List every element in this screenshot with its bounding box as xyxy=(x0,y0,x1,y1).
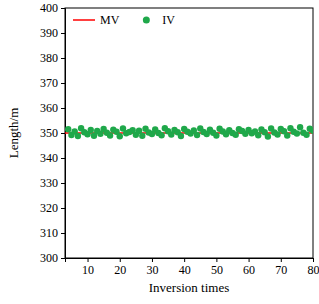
y-tick-label: 370 xyxy=(40,76,58,90)
x-tick-mark xyxy=(216,258,217,262)
iv-point xyxy=(213,132,219,138)
x-tick-label: 50 xyxy=(211,263,223,277)
iv-point xyxy=(117,133,123,139)
y-tick: 390 xyxy=(40,26,65,40)
y-tick: 300 xyxy=(40,251,65,265)
y-tick-label: 360 xyxy=(40,101,58,115)
iv-point xyxy=(297,124,303,130)
x-axis-title: Inversion times xyxy=(149,280,230,295)
x-tick-mark xyxy=(249,258,250,262)
iv-point xyxy=(88,127,94,133)
y-tick: 380 xyxy=(40,51,65,65)
legend-swatch xyxy=(73,19,95,21)
iv-point xyxy=(75,133,81,139)
x-tick: 80 xyxy=(308,258,319,277)
x-tick-mark xyxy=(88,258,89,262)
y-tick: 330 xyxy=(40,176,65,190)
plot-frame xyxy=(65,8,313,258)
y-tick-mark xyxy=(61,133,65,134)
y-axis: 300 310 320 330 340 350 360 370 380 390 400 xyxy=(40,1,66,265)
x-tick: 20 xyxy=(114,258,126,277)
y-tick: 400 xyxy=(40,1,65,15)
y-tick-mark xyxy=(61,233,65,234)
y-tick-label: 330 xyxy=(40,176,58,190)
y-tick-mark xyxy=(61,8,65,9)
y-tick: 360 xyxy=(40,101,65,115)
x-tick-label: 40 xyxy=(179,263,191,277)
x-tick: 30 xyxy=(146,258,158,277)
y-tick-mark xyxy=(61,83,65,84)
x-tick-mark xyxy=(152,258,153,262)
iv-point xyxy=(294,130,300,136)
iv-point xyxy=(178,133,184,139)
iv-point xyxy=(158,132,164,138)
y-tick-label: 380 xyxy=(40,51,58,65)
y-tick-mark xyxy=(61,208,65,209)
iv-point xyxy=(194,132,200,138)
y-tick: 350 xyxy=(40,126,65,140)
x-tick-label: 70 xyxy=(275,263,287,277)
y-tick-label: 310 xyxy=(40,226,58,240)
iv-point xyxy=(233,132,239,138)
x-tick: 10 xyxy=(82,258,94,277)
iv-point xyxy=(284,132,290,138)
y-tick-label: 340 xyxy=(40,151,58,165)
x-tick-mark xyxy=(120,258,121,262)
x-tick-label: 30 xyxy=(146,263,158,277)
y-tick: 310 xyxy=(40,226,65,240)
x-axis-line xyxy=(66,259,314,263)
iv-point xyxy=(65,126,71,132)
y-tick-mark xyxy=(61,183,65,184)
y-tick: 320 xyxy=(40,201,65,215)
chart: 10 20 30 40 50 60 70 80 300 310 320 330 340 350 360 370… xyxy=(0,0,319,304)
x-tick: 40 xyxy=(179,258,191,277)
y-tick-mark xyxy=(61,158,65,159)
y-tick-mark xyxy=(61,258,65,259)
iv-point xyxy=(303,132,309,138)
legend-label: MV xyxy=(100,13,120,27)
iv-point xyxy=(274,131,280,137)
y-axis-title: Length/m xyxy=(6,108,21,159)
x-tick-label: 80 xyxy=(308,263,319,277)
x-tick-label: 20 xyxy=(114,263,126,277)
x-tick: 60 xyxy=(243,258,255,277)
x-tick: 70 xyxy=(275,258,287,277)
y-tick-mark xyxy=(61,108,65,109)
y-tick-label: 320 xyxy=(40,201,58,215)
data-layer xyxy=(65,124,313,140)
y-axis-line xyxy=(61,9,66,259)
plot-area: 10 20 30 40 50 60 70 80 300 310 320 330 340 350 360 370… xyxy=(40,1,319,276)
legend-item: MV xyxy=(73,13,120,27)
iv-point xyxy=(255,132,261,138)
y-tick-label: 390 xyxy=(40,26,58,40)
x-tick-label: 10 xyxy=(82,263,94,277)
legend-swatch xyxy=(143,17,150,24)
x-tick-mark xyxy=(281,258,282,262)
iv-point xyxy=(139,133,145,139)
x-tick-label: 60 xyxy=(243,263,255,277)
y-tick: 340 xyxy=(40,151,65,165)
x-tick-mark xyxy=(313,258,314,262)
y-tick-label: 400 xyxy=(40,1,58,15)
legend-item: IV xyxy=(143,13,175,27)
y-tick-label: 350 xyxy=(40,126,58,140)
legend-label: IV xyxy=(162,13,175,27)
x-axis: 10 20 30 40 50 60 70 80 xyxy=(66,258,319,277)
x-tick-mark xyxy=(184,258,185,262)
iv-point xyxy=(310,128,313,134)
iv-point xyxy=(107,132,113,138)
y-tick-label: 300 xyxy=(40,251,58,265)
y-tick: 370 xyxy=(40,76,65,90)
y-tick-mark xyxy=(61,33,65,34)
x-tick: 50 xyxy=(211,258,223,277)
y-tick-mark xyxy=(61,58,65,59)
iv-point xyxy=(265,133,271,139)
legend: MV IV xyxy=(73,13,175,27)
